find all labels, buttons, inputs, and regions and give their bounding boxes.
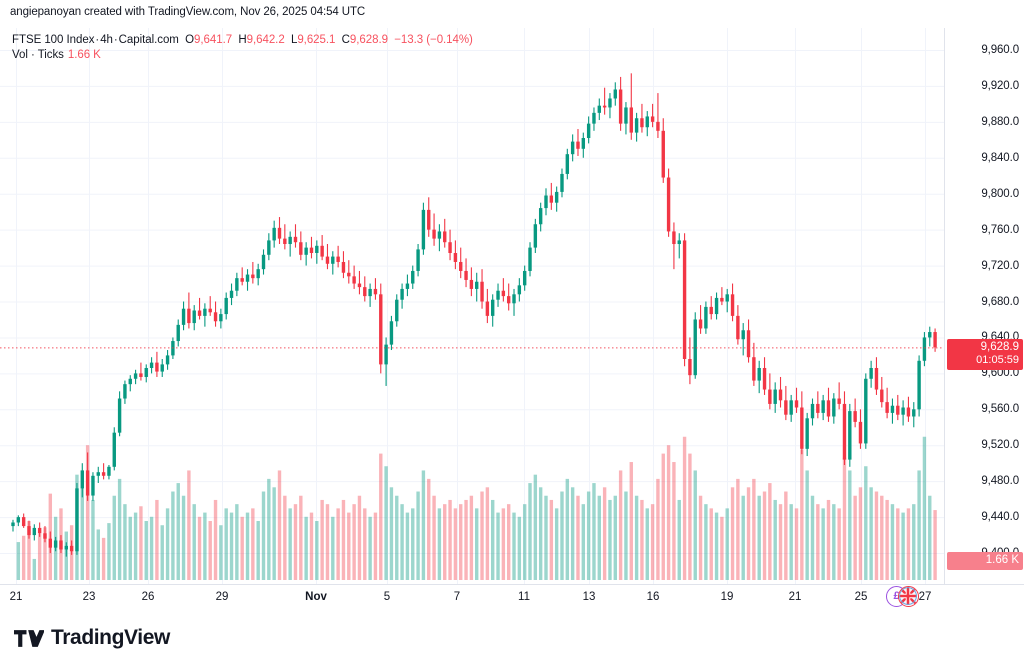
price-scale[interactable]: 9,960.0 9,920.0 9,880.0 9,840.0 9,800.0 9,760… [944,28,1024,584]
current-price-badge: 9,628.9 01:05:59 [947,339,1023,371]
price-tick: 9,800.0 [981,187,1019,200]
price-tick: 9,560.0 [981,403,1019,416]
time-tick: 21 [788,591,802,603]
time-tick: 16 [646,591,660,603]
price-tick: 9,680.0 [981,295,1019,308]
uk-flag-event-badge[interactable] [898,586,919,607]
current-price-value: 9,628.9 [980,341,1019,354]
attribution-text: angiepanoyan created with TradingView.co… [10,6,366,18]
time-tick: Nov [305,591,327,603]
time-tick: 21 [9,591,23,603]
time-tick: 11 [518,591,530,603]
economic-event-markers[interactable]: £ [886,584,932,610]
chart-frame: FTSE 100 Index·4h·Capital.com O9,641.7 H… [0,28,1024,607]
time-tick: 26 [141,591,155,603]
time-tick: 27 [918,591,932,603]
uk-flag-icon [899,587,918,606]
time-tick: 13 [582,591,596,603]
bar-countdown: 01:05:59 [976,354,1019,367]
chart-plot-area[interactable] [0,28,944,584]
tradingview-logo-icon [14,629,44,647]
time-tick: 29 [215,591,229,603]
time-tick: 19 [720,591,734,603]
time-tick: 5 [383,591,391,603]
footer: TradingView [0,612,1024,665]
tradingview-logo: TradingView [14,626,170,650]
price-tick: 9,440.0 [981,511,1019,524]
volume-series [16,436,937,580]
price-tick: 9,520.0 [981,439,1019,452]
price-tick: 9,840.0 [981,151,1019,164]
candlestick-series [0,73,944,557]
chart-gridlines [0,28,944,584]
price-tick: 9,920.0 [981,79,1019,92]
time-scale[interactable]: 21 23 26 29 Nov 5 7 11 13 16 19 21 25 27 [0,584,1024,612]
price-tick: 9,600.0 [981,367,1019,380]
price-tick: 9,880.0 [981,115,1019,128]
time-tick: 7 [453,591,461,603]
price-tick: 9,480.0 [981,475,1019,488]
price-tick: 9,960.0 [981,43,1019,56]
tradingview-wordmark: TradingView [51,626,170,649]
time-tick: 25 [854,591,868,603]
price-tick: 9,720.0 [981,259,1019,272]
volume-value-badge: 1.66 K [947,552,1023,570]
price-tick: 9,760.0 [981,223,1019,236]
time-tick: 23 [82,591,96,603]
